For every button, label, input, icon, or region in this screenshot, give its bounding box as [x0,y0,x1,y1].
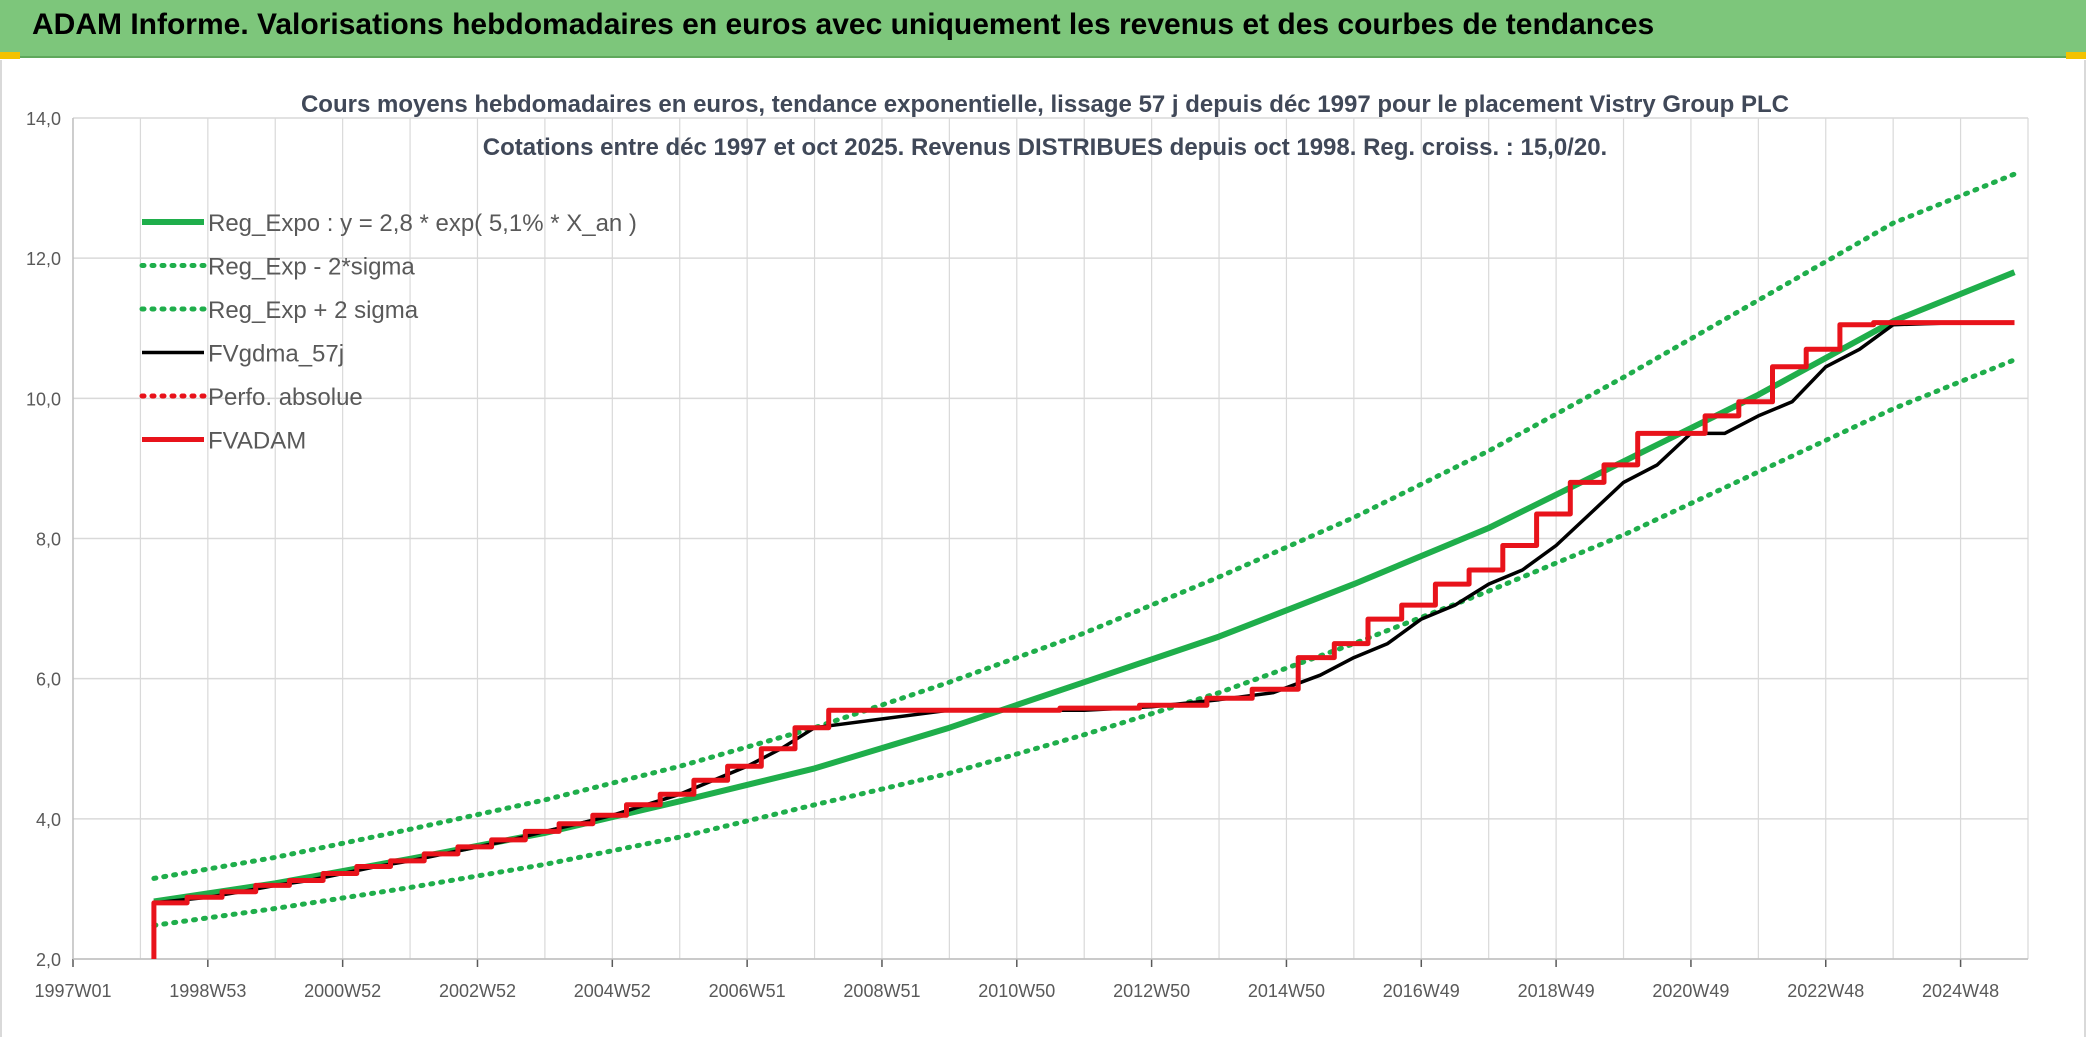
chart-title: Cours moyens hebdomadaires en euros, ten… [301,91,1789,118]
series-line-fvadam [151,320,2015,959]
x-tick-label: 2014W50 [1248,981,1325,1001]
legend-label-perfo-absolue: Perfo. absolue [208,384,363,411]
series-line-reg-exp-plus-2sigma [151,171,2017,881]
x-tick-label: 2024W48 [1922,981,1999,1001]
x-tick-label: 1998W53 [169,981,246,1001]
legend-label-reg-exp-minus-2sigma: Reg_Exp - 2*sigma [208,254,415,281]
x-tick-label: 2016W49 [1383,981,1460,1001]
x-tick-label: 2000W52 [304,981,381,1001]
x-tick-label: 1997W01 [34,981,111,1001]
legend-label-reg-exp-plus-2sigma: Reg_Exp + 2 sigma [208,297,419,324]
x-tick-label: 2022W48 [1787,981,1864,1001]
y-tick-label: 6,0 [36,670,61,690]
series-line-reg-exp-minus-2sigma [151,357,2017,928]
y-tick-label: 10,0 [26,389,61,409]
legend-label-fvadam: FVADAM [208,428,306,455]
legend-label-reg-expo: Reg_Expo : y = 2,8 * exp( 5,1% * X_an ) [208,210,637,237]
report-title: ADAM Informe. Valorisations hebdomadaire… [32,8,1655,41]
corner-mark-left [0,52,20,59]
legend: Reg_Expo : y = 2,8 * exp( 5,1% * X_an ) R… [139,210,637,455]
x-tick-label: 2002W52 [439,981,516,1001]
chart-frame [0,60,2086,1037]
x-tick-label: 2020W49 [1652,981,1729,1001]
chart-subtitle: Cotations entre déc 1997 et oct 2025. Re… [483,134,1607,161]
y-tick-label: 14,0 [26,109,61,129]
x-tick-label: 2008W51 [843,981,920,1001]
x-tick-label: 2018W49 [1518,981,1595,1001]
grid [72,117,2029,960]
report-banner: ADAM Informe. Valorisations hebdomadaire… [0,0,2086,58]
axes: 2,0 4,0 6,0 8,0 10,0 12,0 14,0 1997W01 1998W53 20… [26,109,2028,1001]
x-tick-label: 2010W50 [978,981,1055,1001]
legend-label-fvgdma-57j: FVgdma_57j [208,341,344,368]
x-tick-label: 2012W50 [1113,981,1190,1001]
x-tick-label: 2006W51 [709,981,786,1001]
x-tick-label: 2004W52 [574,981,651,1001]
y-tick-label: 8,0 [36,530,61,550]
y-tick-label: 2,0 [36,950,61,970]
corner-mark-right [2066,52,2086,59]
y-tick-label: 12,0 [26,249,61,269]
y-tick-label: 4,0 [36,810,61,830]
series-group [151,171,2017,959]
